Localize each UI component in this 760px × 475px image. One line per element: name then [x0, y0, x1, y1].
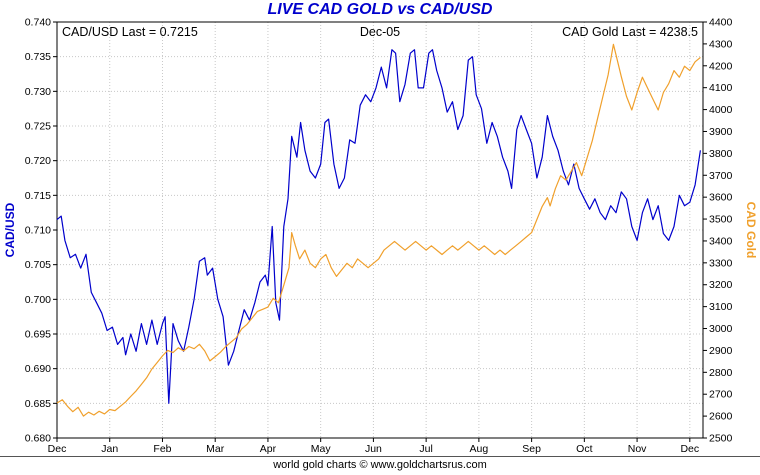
right-axis-tick-label: 2900 [709, 345, 733, 357]
left-axis-tick-label: 0.735 [25, 51, 51, 63]
right-axis-tick-label: 3200 [709, 279, 733, 291]
right-axis-tick-label: 3100 [709, 301, 733, 313]
month-label: Jun [365, 443, 382, 455]
cadusd-line [56, 49, 701, 404]
left-axis-tick-label: 0.730 [25, 86, 51, 98]
left-axis-tick-label: 0.720 [25, 155, 51, 167]
month-label: Mar [206, 443, 225, 455]
month-label: May [311, 443, 332, 455]
annotation-gold-last: CAD Gold Last = 4238.5 [562, 25, 698, 39]
left-axis-tick-label: 0.710 [25, 225, 51, 237]
left-axis-tick-label: 0.705 [25, 259, 51, 271]
right-axis-tick-label: 3400 [709, 235, 733, 247]
month-label: Dec [48, 443, 67, 455]
right-axis-tick-label: 3000 [709, 323, 733, 335]
month-label: Oct [576, 443, 592, 455]
footer-credit: world gold charts © www.goldchartsrus.co… [273, 459, 487, 471]
month-label: Feb [153, 443, 171, 455]
annotation-date: Dec-05 [359, 25, 401, 39]
month-label: Sep [522, 443, 541, 455]
right-axis-tick-label: 3700 [709, 170, 733, 182]
right-axis-tick-label: 4400 [709, 17, 733, 29]
right-axis-tick-label: 3500 [709, 214, 733, 226]
chart-title: LIVE CAD GOLD vs CAD/USD [267, 1, 493, 18]
annotation-cadusd-last: CAD/USD Last = 0.7215 [62, 25, 198, 39]
right-axis-tick-label: 3900 [709, 126, 733, 138]
right-axis-tick-label: 4200 [709, 60, 733, 72]
right-axis-tick-label: 3300 [709, 257, 733, 269]
left-axis-tick-label: 0.680 [25, 433, 51, 445]
month-label: Nov [628, 443, 647, 455]
left-axis-tick-label: 0.715 [25, 190, 51, 202]
left-axis-tick-label: 0.740 [25, 17, 51, 29]
month-label: Dec [680, 443, 699, 455]
left-axis-title: CAD/USD [3, 202, 17, 257]
right-axis-tick-label: 2500 [709, 433, 733, 445]
month-label: Jul [419, 443, 432, 455]
right-axis-tick-label: 2700 [709, 389, 733, 401]
plot-frame [56, 21, 704, 439]
month-label: Aug [470, 443, 489, 455]
right-axis-title: CAD Gold [744, 202, 758, 259]
cad-gold-line [56, 43, 701, 417]
right-axis-tick-label: 4000 [709, 104, 733, 116]
right-axis-tick-label: 4300 [709, 38, 733, 50]
footer-divider [0, 456, 760, 457]
left-axis-tick-label: 0.695 [25, 329, 51, 341]
left-axis-tick-label: 0.690 [25, 363, 51, 375]
right-axis-tick-label: 4100 [709, 82, 733, 94]
right-axis-tick-label: 3600 [709, 192, 733, 204]
left-axis-tick-label: 0.685 [25, 398, 51, 410]
right-axis-tick-label: 3800 [709, 148, 733, 160]
left-axis-tick-label: 0.700 [25, 294, 51, 306]
month-label: Apr [260, 443, 277, 455]
left-axis-tick-label: 0.725 [25, 121, 51, 133]
month-label: Jan [101, 443, 118, 455]
right-axis-tick-label: 2800 [709, 367, 733, 379]
right-axis-tick-label: 2600 [709, 411, 733, 423]
